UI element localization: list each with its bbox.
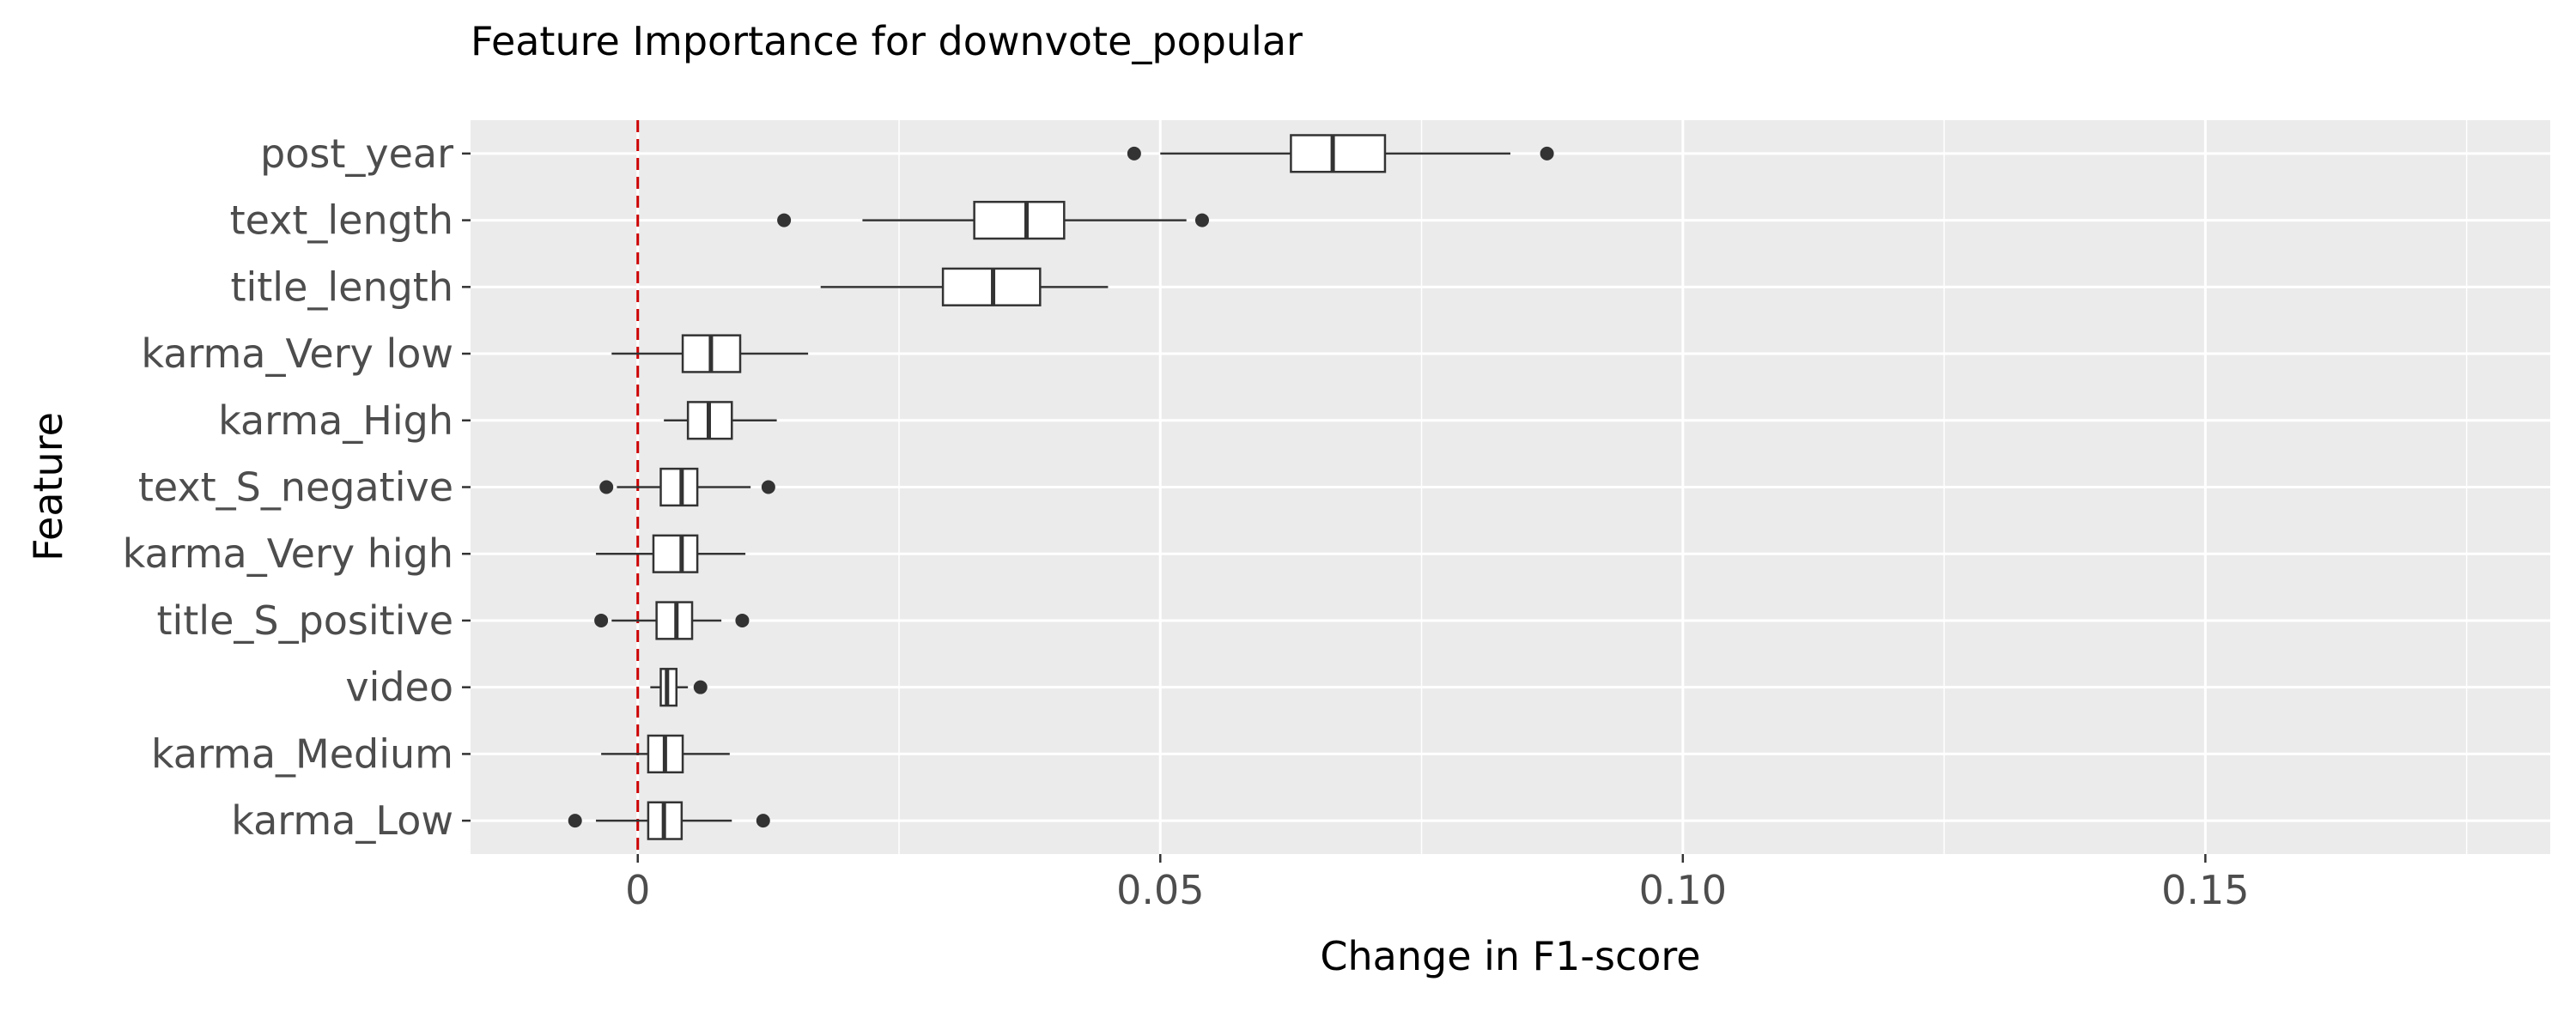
outlier-point: [1127, 146, 1141, 161]
box-iqr: [659, 467, 699, 507]
box-karma-low: [568, 801, 770, 840]
outlier-point: [735, 613, 750, 627]
y-axis-title: Feature: [25, 412, 71, 561]
x-tick-label: 0.15: [2161, 867, 2249, 913]
outlier-point: [761, 480, 775, 494]
x-tick-label: 0: [625, 867, 650, 913]
y-axis: post_year text_length title_length karma_Ve…: [123, 130, 471, 844]
chart-title: Feature Importance for downvote_popular: [471, 18, 1303, 64]
box-karma-very-low: [611, 334, 809, 373]
y-tick-label: karma_High: [218, 397, 453, 444]
box-text-s-negative: [599, 467, 775, 507]
outlier-point: [1194, 213, 1209, 227]
x-tick-label: 0.10: [1639, 867, 1727, 913]
box-iqr: [973, 200, 1066, 240]
box-iqr: [652, 534, 699, 573]
box-title-length: [820, 267, 1109, 306]
x-axis-title: Change in F1-score: [1320, 933, 1700, 979]
outlier-point: [1540, 146, 1554, 161]
box-iqr: [1290, 134, 1387, 173]
y-tick-label: title_S_positive: [156, 597, 453, 644]
y-tick-label: text_S_negative: [138, 464, 453, 511]
box-karma-very-high: [596, 534, 746, 573]
outlier-point: [693, 680, 708, 694]
y-tick-label: karma_Very low: [141, 330, 453, 377]
x-axis: 0 0.05 0.10 0.15: [625, 854, 2250, 913]
box-karma-medium: [601, 734, 730, 774]
outlier-point: [777, 213, 792, 227]
outlier-point: [756, 814, 770, 828]
y-tick-label: karma_Very high: [123, 530, 453, 577]
box-karma-high: [664, 401, 777, 440]
y-tick-label: video: [345, 664, 453, 711]
outlier-point: [594, 613, 609, 627]
box-text-length: [777, 200, 1209, 240]
x-tick-label: 0.05: [1116, 867, 1204, 913]
y-tick-label: post_year: [260, 130, 453, 177]
outlier-point: [599, 480, 614, 494]
grid-major: [471, 120, 2550, 854]
y-tick-label: karma_Low: [231, 797, 453, 844]
y-tick-label: text_length: [230, 197, 453, 244]
y-tick-label: karma_Medium: [151, 730, 453, 777]
y-tick-label: title_length: [230, 264, 453, 310]
box-video: [650, 668, 708, 707]
outlier-point: [568, 814, 582, 828]
boxes-layer: [568, 134, 1554, 840]
box-post-year: [1127, 134, 1554, 173]
box-title-s-positive: [594, 601, 750, 640]
